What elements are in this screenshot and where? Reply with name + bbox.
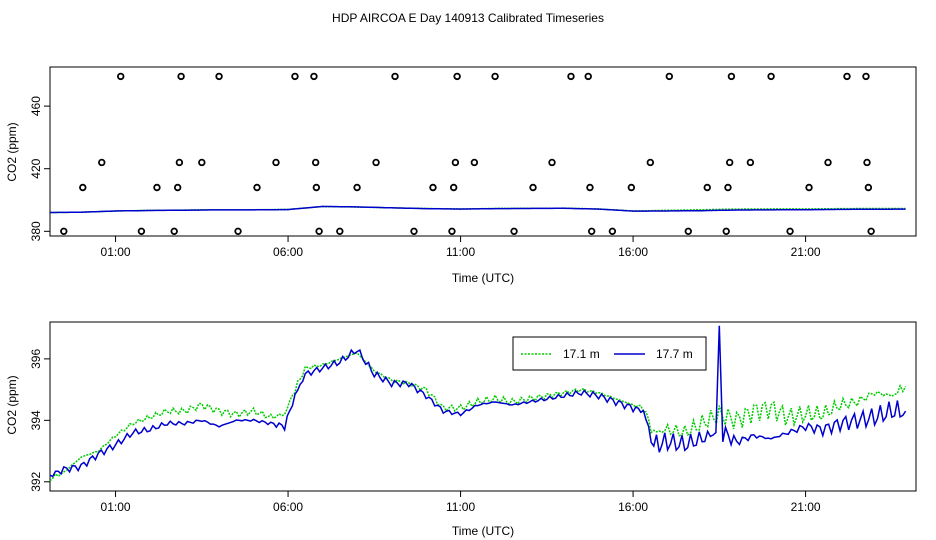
calibration-point bbox=[98, 158, 106, 167]
series-line-17-7-m bbox=[50, 205, 906, 214]
calibration-point bbox=[198, 158, 206, 167]
y-tick-label: 380 bbox=[29, 221, 43, 241]
calibration-point bbox=[608, 227, 617, 236]
calibration-point bbox=[584, 72, 592, 81]
y-tick-label: 394 bbox=[29, 410, 43, 430]
calibration-point bbox=[353, 183, 361, 192]
top-panel-frame bbox=[49, 66, 917, 237]
calibration-point bbox=[60, 227, 68, 236]
x-tick-label: 11:00 bbox=[446, 500, 475, 514]
x-tick-label: 16:00 bbox=[618, 500, 648, 514]
calibration-point bbox=[863, 158, 871, 167]
calibration-point bbox=[510, 227, 518, 236]
legend-label-17-7: 17.7 m bbox=[656, 347, 693, 361]
top-calibration-points bbox=[60, 72, 875, 236]
y-tick-label: 460 bbox=[29, 96, 43, 116]
bottom-y-axis: 392 394 396 bbox=[29, 349, 50, 492]
calibration-point bbox=[429, 183, 437, 192]
calibration-point bbox=[684, 227, 692, 236]
bottom-panel-frame bbox=[49, 321, 917, 492]
calibration-point bbox=[117, 72, 125, 81]
calibration-point bbox=[470, 158, 479, 167]
top-panel: 380 420 460 01:00 06:00 11:00 16:00 21:00 Time… bbox=[5, 66, 917, 285]
series-line-17-1-m bbox=[49, 351, 907, 482]
calibration-point bbox=[177, 72, 185, 81]
bottom-series bbox=[49, 325, 907, 482]
calibration-point bbox=[722, 227, 730, 236]
bottom-x-axis: 01:00 06:00 11:00 16:00 21:00 bbox=[101, 491, 821, 514]
calibration-point bbox=[529, 183, 537, 192]
series-line-17-7-m bbox=[49, 325, 907, 478]
top-y-axis: 380 420 460 bbox=[29, 96, 50, 241]
calibration-point bbox=[153, 183, 161, 192]
calibration-point bbox=[253, 183, 261, 192]
figure-title: HDP AIRCOA E Day 140913 Calibrated Times… bbox=[332, 11, 604, 25]
x-tick-label: 16:00 bbox=[618, 245, 648, 259]
calibration-point bbox=[627, 183, 636, 192]
top-series bbox=[50, 205, 906, 214]
bottom-panel: 392 394 396 01:00 06:00 11:00 16:00 21:00 Time… bbox=[5, 321, 917, 538]
calibration-point bbox=[587, 227, 596, 236]
calibration-point bbox=[725, 158, 734, 167]
calibration-point bbox=[727, 72, 736, 81]
calibration-point bbox=[824, 158, 832, 167]
calibration-point bbox=[391, 72, 399, 81]
x-tick-label: 21:00 bbox=[791, 245, 821, 259]
calibration-point bbox=[864, 183, 873, 192]
calibration-point bbox=[805, 183, 813, 192]
x-tick-label: 06:00 bbox=[273, 245, 303, 259]
calibration-point bbox=[786, 227, 794, 236]
calibration-point bbox=[491, 72, 499, 81]
calibration-point bbox=[291, 72, 299, 81]
calibration-point bbox=[79, 183, 87, 192]
top-x-axis: 01:00 06:00 11:00 16:00 21:00 bbox=[101, 236, 821, 259]
calibration-point bbox=[646, 158, 655, 167]
calibration-point bbox=[315, 227, 323, 236]
calibration-point bbox=[170, 227, 178, 236]
bottom-x-axis-label: Time (UTC) bbox=[452, 524, 514, 538]
calibration-point bbox=[867, 227, 875, 236]
calibration-point bbox=[410, 227, 418, 236]
calibration-point bbox=[272, 158, 280, 167]
top-x-axis-label: Time (UTC) bbox=[452, 271, 514, 285]
calibration-point bbox=[453, 72, 461, 81]
calibration-point bbox=[451, 158, 460, 167]
y-tick-label: 392 bbox=[29, 471, 43, 491]
calibration-point bbox=[567, 72, 575, 81]
calibration-point bbox=[215, 72, 223, 81]
calibration-point bbox=[449, 183, 458, 192]
calibration-point bbox=[586, 183, 594, 192]
calibration-point bbox=[843, 72, 851, 81]
calibration-point bbox=[137, 227, 146, 236]
x-tick-label: 21:00 bbox=[791, 500, 821, 514]
calibration-point bbox=[448, 227, 456, 236]
top-y-axis-label: CO2 (ppm) bbox=[5, 122, 19, 181]
x-tick-label: 06:00 bbox=[273, 500, 303, 514]
calibration-point bbox=[862, 72, 870, 81]
calibration-point bbox=[336, 227, 344, 236]
y-tick-label: 420 bbox=[29, 158, 43, 178]
calibration-point bbox=[767, 72, 775, 81]
legend-box bbox=[512, 336, 707, 371]
legend-label-17-1: 17.1 m bbox=[563, 347, 600, 361]
calibration-point bbox=[311, 158, 320, 167]
calibration-point bbox=[234, 227, 242, 236]
legend: 17.1 m 17.7 m bbox=[512, 336, 707, 371]
calibration-point bbox=[372, 158, 380, 167]
bottom-y-axis-label: CO2 (ppm) bbox=[5, 375, 19, 434]
y-tick-label: 396 bbox=[29, 349, 43, 369]
calibration-point bbox=[746, 158, 755, 167]
calibration-point bbox=[724, 183, 732, 192]
calibration-point bbox=[703, 183, 711, 192]
calibration-point bbox=[175, 158, 184, 167]
calibration-point bbox=[173, 183, 182, 192]
calibration-point bbox=[312, 183, 321, 192]
calibration-point bbox=[665, 72, 674, 81]
x-tick-label: 01:00 bbox=[101, 500, 131, 514]
calibration-point bbox=[548, 158, 556, 167]
x-tick-label: 11:00 bbox=[446, 245, 475, 259]
x-tick-label: 01:00 bbox=[101, 245, 131, 259]
calibration-point bbox=[310, 72, 318, 81]
